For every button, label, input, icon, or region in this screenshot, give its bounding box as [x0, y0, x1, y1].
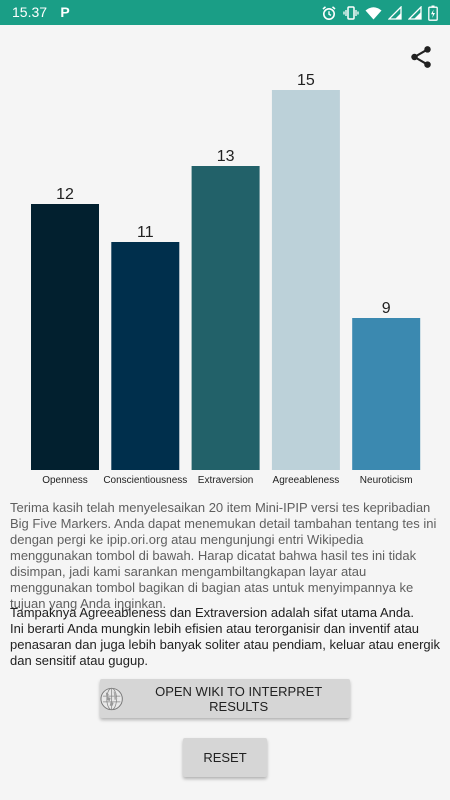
- battery-icon: [428, 5, 438, 21]
- wikipedia-globe-icon: [100, 687, 123, 710]
- bar-agreeableness: [271, 90, 340, 470]
- bar-conscientiousness: [111, 242, 180, 470]
- bar-neuroticism: [352, 318, 421, 470]
- category-label-openness: Openness: [42, 475, 88, 486]
- result-summary: Tampaknya Agreeableness dan Extraversion…: [10, 605, 442, 669]
- bar-value-agreeableness: 15: [297, 72, 315, 89]
- share-button[interactable]: [408, 44, 434, 70]
- signal-icon: [388, 5, 402, 20]
- open-wiki-button[interactable]: OPEN WIKI TO INTERPRET RESULTS: [100, 679, 350, 718]
- status-bar: 15.37 P: [0, 0, 450, 25]
- open-wiki-label: OPEN WIKI TO INTERPRET RESULTS: [155, 683, 323, 714]
- status-time: 15.37: [12, 4, 48, 20]
- status-icons: [321, 3, 438, 22]
- bar-value-neuroticism: 9: [382, 300, 391, 317]
- bar-openness: [31, 204, 99, 470]
- summary-interpretation: Ini berarti Anda mungkin lebih efisien a…: [10, 621, 441, 668]
- category-label-conscientiousness: Conscientiousness: [103, 475, 187, 486]
- category-label-agreeableness: Agreeableness: [273, 475, 340, 486]
- description-text: Terima kasih telah menyelesaikan 20 item…: [10, 500, 437, 611]
- category-label-neuroticism: Neuroticism: [360, 475, 413, 486]
- bar-value-openness: 12: [56, 186, 74, 203]
- bar-value-conscientiousness: 11: [137, 224, 154, 241]
- reset-label: RESET: [203, 750, 247, 765]
- category-label-extraversion: Extraversion: [198, 475, 254, 486]
- summary-main-traits: Tampaknya Agreeableness dan Extraversion…: [10, 605, 414, 620]
- bar-extraversion: [191, 166, 260, 470]
- results-bar-chart: 12 Openness 11 Conscientiousness 13 Extravers…: [31, 72, 421, 486]
- signal-icon-2: [408, 5, 422, 20]
- bar-value-extraversion: 13: [217, 148, 235, 165]
- vibrate-icon: [343, 5, 359, 20]
- alarm-icon: [322, 5, 336, 20]
- reset-button[interactable]: RESET: [183, 738, 267, 777]
- wifi-icon: [365, 6, 382, 19]
- share-icon: [411, 46, 431, 68]
- parking-app-icon: P: [60, 4, 70, 20]
